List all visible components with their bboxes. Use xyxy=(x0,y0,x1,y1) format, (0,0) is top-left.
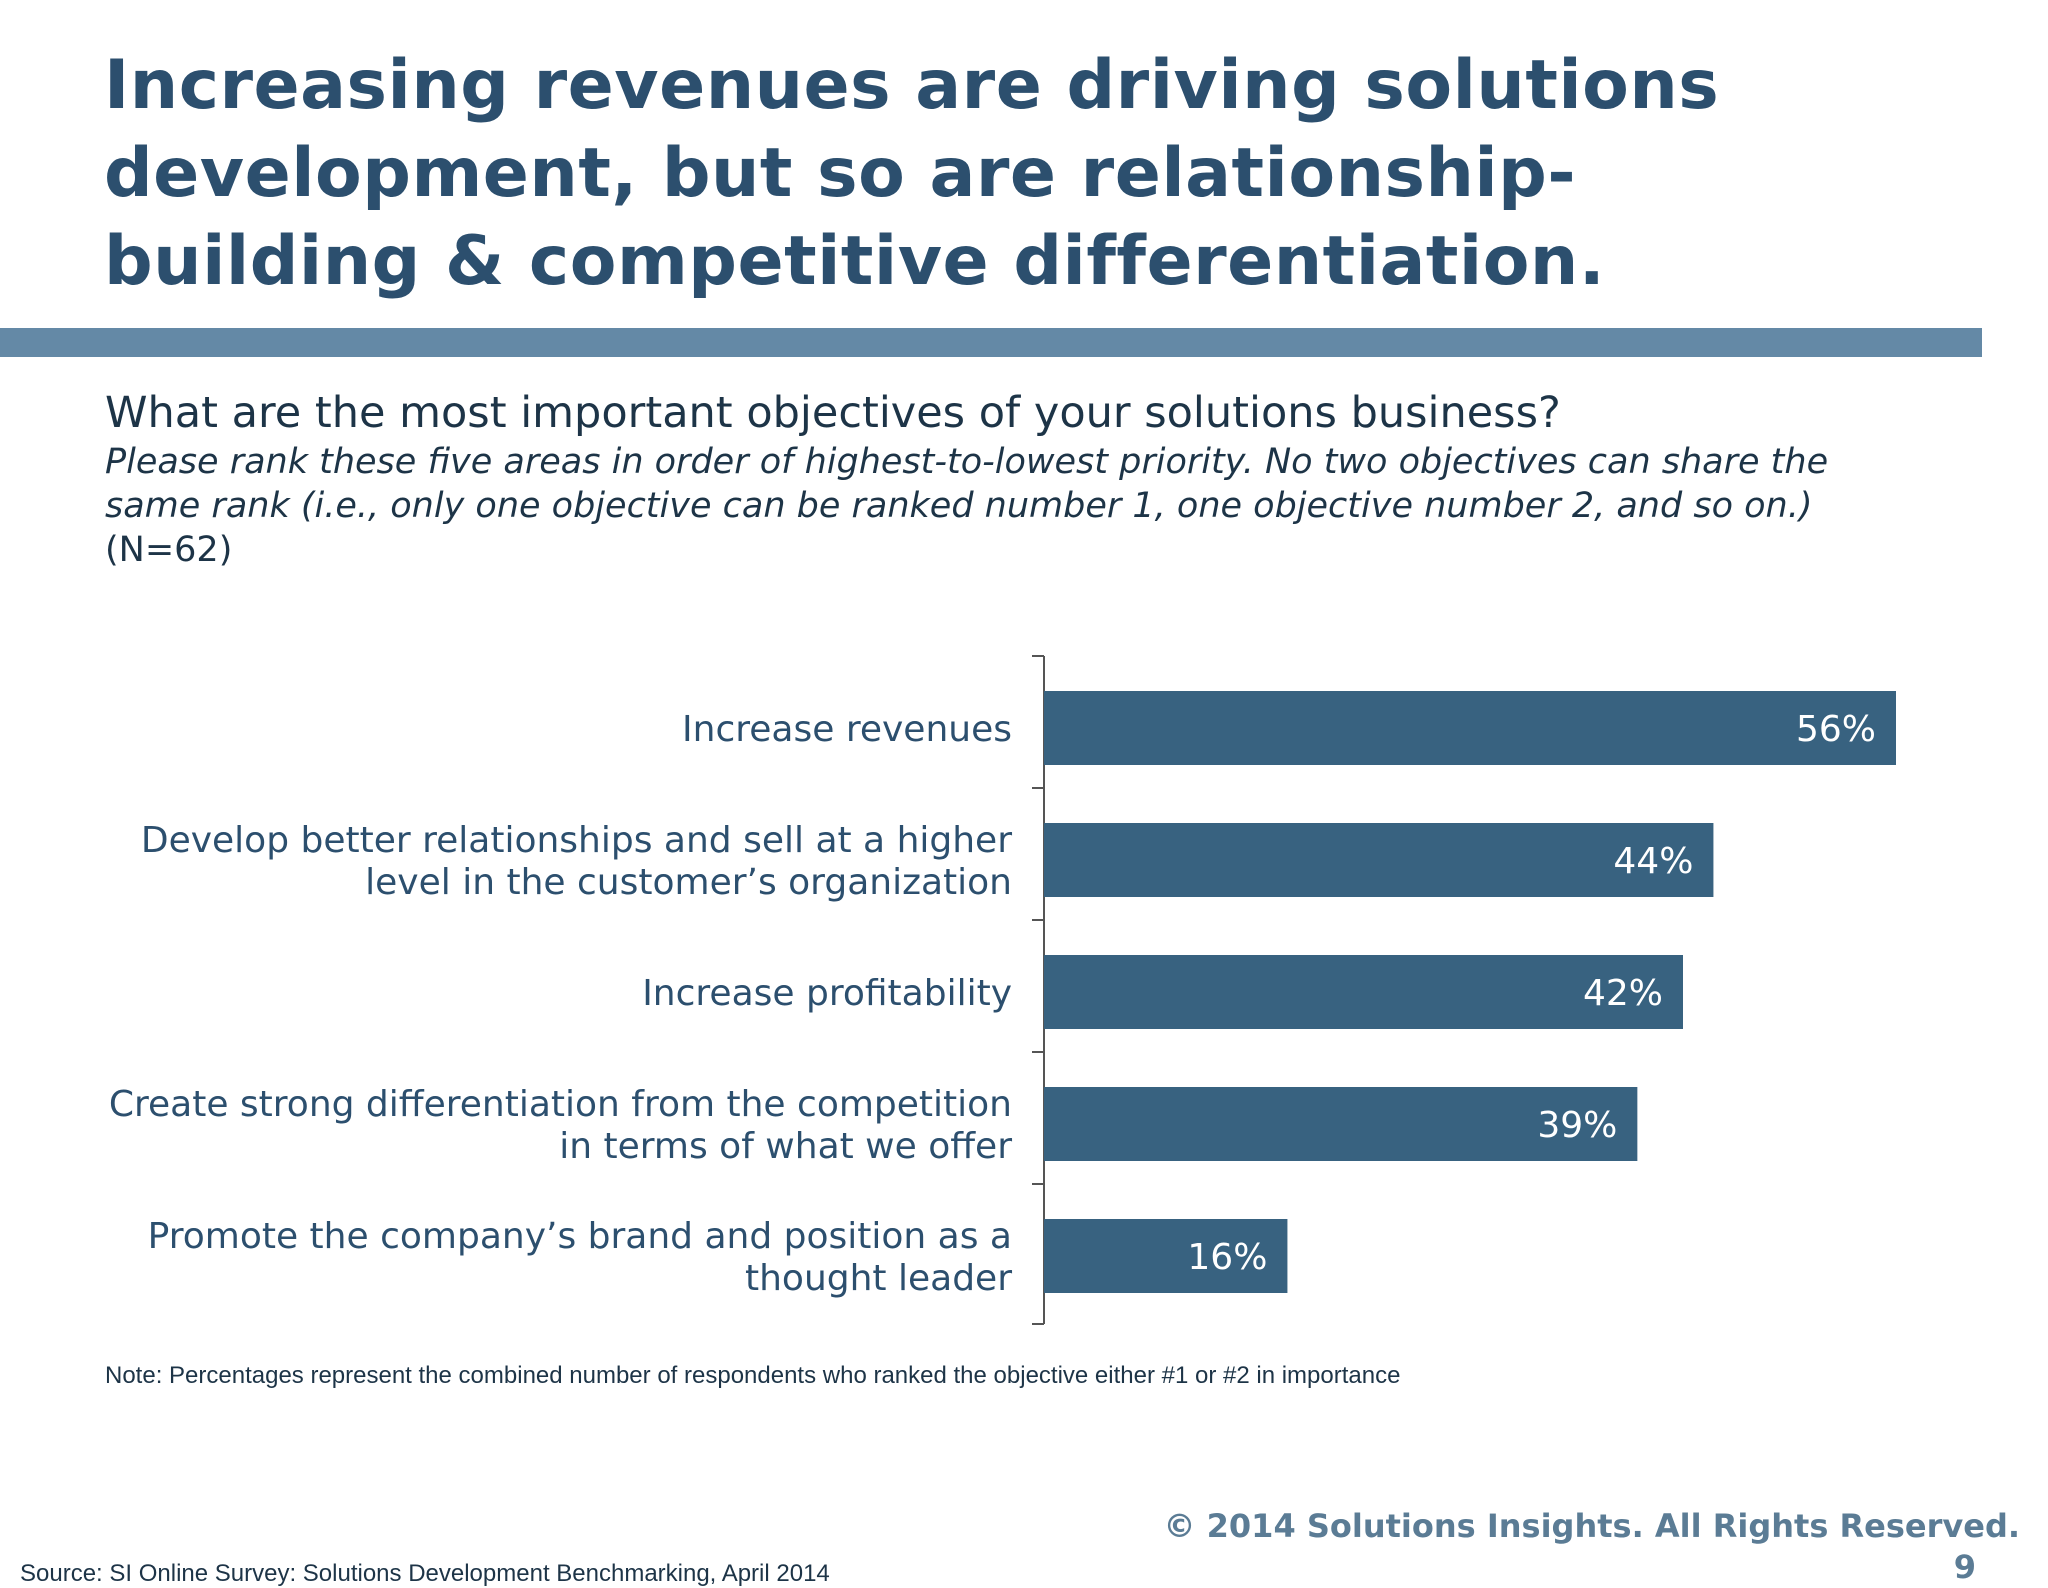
category-label-line: Create strong differentiation from the c… xyxy=(109,1084,1012,1125)
objectives-bar-chart: 56% Increase revenues 44% Develop better re… xyxy=(109,655,1896,1325)
source-citation: Source: SI Online Survey: Solutions Deve… xyxy=(20,1560,830,1587)
category-label-line: Promote the company’s brand and position… xyxy=(148,1216,1012,1257)
bar xyxy=(1044,1087,1638,1161)
category-label-line: Increase profitability xyxy=(642,973,1012,1014)
bar-value-label: 56% xyxy=(1796,709,1876,750)
copyright-text: © 2014 Solutions Insights. All Rights Re… xyxy=(1163,1507,2021,1545)
category-label-line: Develop better relationships and sell at… xyxy=(141,820,1012,861)
title-divider xyxy=(0,328,1982,357)
category-label-line: Increase revenues xyxy=(682,709,1012,750)
copyright-notice: © 2014 Solutions Insights. All Rights Re… xyxy=(1164,1506,2021,1546)
instruction-line: same rank (i.e., only one objective can … xyxy=(105,486,1813,526)
bar xyxy=(1044,823,1714,897)
bar-value-label: 39% xyxy=(1537,1105,1617,1146)
slide-title-line: development, but so are relationship- xyxy=(104,134,1577,213)
survey-question: What are the most important objectives o… xyxy=(105,388,1561,438)
category-label: Promote the company’s brand and position… xyxy=(148,1216,1013,1299)
category-label-line: in terms of what we offer xyxy=(559,1126,1012,1167)
category-label-line: thought leader xyxy=(745,1258,1012,1299)
slide-title: Increasing revenues are driving solution… xyxy=(104,42,2004,306)
bar-value-label: 42% xyxy=(1583,973,1663,1014)
category-label: Increase revenues xyxy=(682,709,1012,750)
chart-note: Note: Percentages represent the combined… xyxy=(105,1362,1401,1389)
bar xyxy=(1044,691,1896,765)
bar-value-label: 44% xyxy=(1613,841,1693,882)
page-number: 9 xyxy=(1953,1548,1976,1586)
category-label-line: level in the customer’s organization xyxy=(365,862,1012,903)
bar xyxy=(1044,1219,1288,1293)
category-label: Develop better relationships and sell at… xyxy=(141,820,1012,903)
slide-title-line: Increasing revenues are driving solution… xyxy=(104,46,1720,125)
slide-title-line: building & competitive differentiation. xyxy=(104,222,1606,301)
sample-size: (N=62) xyxy=(105,530,233,570)
survey-instruction: Please rank these five areas in order of… xyxy=(105,440,1985,572)
category-label: Increase profitability xyxy=(642,973,1012,1014)
bar-value-label: 16% xyxy=(1187,1237,1267,1278)
category-label: Create strong differentiation from the c… xyxy=(109,1084,1012,1167)
instruction-line: Please rank these five areas in order of… xyxy=(105,442,1829,482)
bar xyxy=(1044,955,1683,1029)
